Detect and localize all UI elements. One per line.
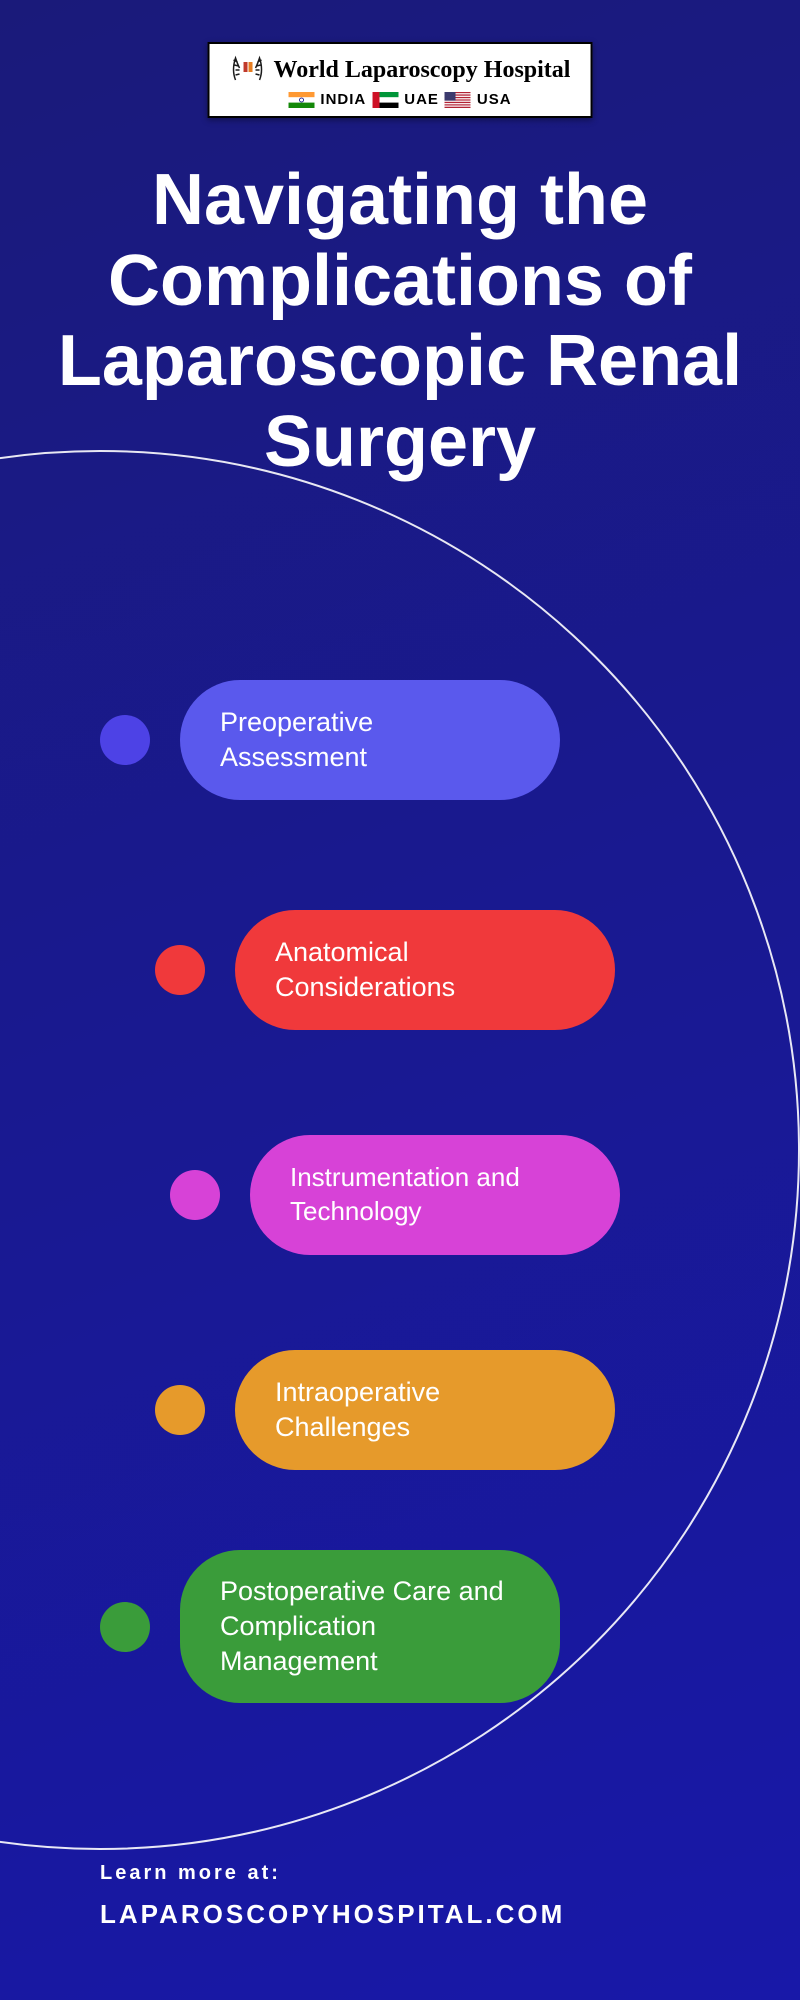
timeline-item: Preoperative Assessment xyxy=(100,680,560,800)
timeline-pill: Anatomical Considerations xyxy=(235,910,615,1030)
timeline-dot xyxy=(100,715,150,765)
country-india: INDIA xyxy=(320,91,366,108)
logo-countries: INDIA UAE USA xyxy=(288,91,511,108)
footer-label: Learn more at: xyxy=(100,1862,565,1885)
footer: Learn more at: LAPAROSCOPYHOSPITAL.COM xyxy=(100,1862,565,1930)
logo-title: World Laparoscopy Hospital xyxy=(274,57,571,84)
flag-india-icon xyxy=(288,92,314,108)
country-uae: UAE xyxy=(404,91,439,108)
timeline-dot xyxy=(100,1602,150,1652)
hospital-logo: World Laparoscopy Hospital INDIA UAE USA xyxy=(208,42,593,118)
timeline-pill: Intraoperative Challenges xyxy=(235,1350,615,1470)
timeline-dot xyxy=(170,1170,220,1220)
footer-url: LAPAROSCOPYHOSPITAL.COM xyxy=(100,1899,565,1930)
timeline-pill: Preoperative Assessment xyxy=(180,680,560,800)
timeline-dot xyxy=(155,945,205,995)
timeline-item: Intraoperative Challenges xyxy=(155,1350,615,1470)
timeline-dot xyxy=(155,1385,205,1435)
timeline-item: Postoperative Care and Complication Mana… xyxy=(100,1550,560,1703)
country-usa: USA xyxy=(477,91,512,108)
timeline-pill: Instrumentation and Technology xyxy=(250,1135,620,1255)
timeline-item: Instrumentation and Technology xyxy=(170,1135,620,1255)
timeline-item: Anatomical Considerations xyxy=(155,910,615,1030)
page-title: Navigating the Complications of Laparosc… xyxy=(0,160,800,483)
infographic-canvas: World Laparoscopy Hospital INDIA UAE USA… xyxy=(0,0,800,2000)
timeline-items: Preoperative Assessment Anatomical Consid… xyxy=(0,660,800,1660)
flag-usa-icon xyxy=(445,92,471,108)
laurel-icon xyxy=(230,52,266,89)
logo-top-row: World Laparoscopy Hospital xyxy=(230,52,571,89)
flag-uae-icon xyxy=(372,92,398,108)
timeline-pill: Postoperative Care and Complication Mana… xyxy=(180,1550,560,1703)
